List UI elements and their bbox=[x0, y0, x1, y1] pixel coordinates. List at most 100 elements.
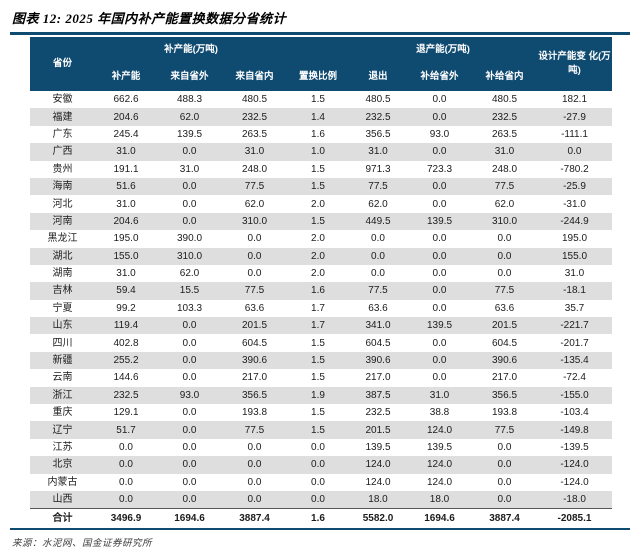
value-cell: 31.0 bbox=[116, 146, 136, 158]
value-cell: 0.0 bbox=[371, 268, 385, 280]
value-cell: 0.0 bbox=[371, 233, 385, 245]
value-cell: 0.0 bbox=[182, 198, 197, 210]
value-cell: 0.0 bbox=[432, 94, 447, 106]
value-cell: 62.0 bbox=[494, 198, 515, 210]
value-cell: 0.0 bbox=[182, 355, 197, 367]
value-cell: 0.0 bbox=[247, 250, 262, 262]
value-cell: -111.1 bbox=[561, 128, 588, 140]
value-cell: 1.9 bbox=[311, 389, 325, 401]
table-row: 广东 245.4 139.5 263.5 1.6 356.5 93.0 263.5 -111.1 bbox=[30, 126, 612, 143]
value-cell: 0.0 bbox=[119, 476, 133, 488]
value-cell: 0.0 bbox=[182, 442, 197, 453]
value-cell: 390.6 bbox=[241, 355, 268, 367]
value-cell: 0.0 bbox=[182, 215, 197, 227]
value-cell: 93.0 bbox=[179, 389, 200, 401]
source-note: 来源：水泥网、国金证券研究所 bbox=[12, 539, 153, 550]
value-cell: -72.4 bbox=[563, 372, 586, 384]
province-cell: 山西 bbox=[52, 494, 73, 506]
value-cell: 5582.0 bbox=[349, 508, 407, 529]
value-cell: 217.0 bbox=[491, 372, 518, 384]
value-cell: 604.5 bbox=[365, 337, 391, 349]
value-cell: 0.0 bbox=[247, 494, 262, 506]
value-cell: -124.0 bbox=[560, 476, 589, 488]
value-cell: 155.0 bbox=[561, 250, 588, 262]
value-cell: 1.0 bbox=[311, 146, 325, 158]
table-row: 山东 119.4 0.0 201.5 1.7 341.0 139.5 201.5 -221.7 bbox=[30, 317, 612, 335]
table-row: 河北 31.0 0.0 62.0 2.0 62.0 0.0 62.0 -31.0 bbox=[30, 195, 612, 212]
province-cell: 北京 bbox=[52, 459, 73, 471]
table-row: 湖南 31.0 62.0 0.0 2.0 0.0 0.0 0.0 31.0 bbox=[30, 265, 612, 282]
value-cell: -25.9 bbox=[563, 181, 586, 193]
value-cell: 488.3 bbox=[176, 94, 203, 106]
value-cell: 0.0 bbox=[247, 459, 262, 471]
value-cell: 0.0 bbox=[497, 250, 512, 262]
value-cell: 0.0 bbox=[432, 146, 447, 158]
capacity-replacement-table: 省份 补产能(万吨) 退产能(万吨) 设计产能变 化(万吨) 补产能 来自省外 … bbox=[30, 37, 612, 529]
value-cell: 51.7 bbox=[116, 424, 136, 436]
value-cell: 217.0 bbox=[365, 372, 391, 384]
value-cell: 31.0 bbox=[429, 389, 450, 401]
value-cell: 1.5 bbox=[311, 163, 325, 175]
value-cell: 0.0 bbox=[567, 146, 582, 158]
value-cell: 124.0 bbox=[365, 459, 391, 471]
value-cell: 103.3 bbox=[176, 302, 203, 314]
value-cell: 63.6 bbox=[494, 302, 515, 314]
value-cell: 723.3 bbox=[426, 163, 453, 175]
value-cell: 62.0 bbox=[244, 198, 265, 210]
value-cell: 144.6 bbox=[113, 372, 139, 384]
value-cell: 0.0 bbox=[182, 459, 197, 471]
value-cell: 204.6 bbox=[113, 111, 139, 123]
value-cell: 245.4 bbox=[113, 128, 139, 140]
value-cell: 232.5 bbox=[113, 389, 139, 401]
value-cell: 263.5 bbox=[491, 128, 518, 140]
col-header-ratio-spacer bbox=[287, 37, 349, 63]
value-cell: 1694.6 bbox=[407, 508, 472, 529]
value-cell: 480.5 bbox=[365, 94, 391, 106]
value-cell: 0.0 bbox=[432, 268, 447, 280]
province-cell: 辽宁 bbox=[52, 424, 73, 436]
value-cell: 971.3 bbox=[365, 163, 391, 175]
province-cell: 湖南 bbox=[52, 268, 73, 280]
value-cell: 124.0 bbox=[365, 476, 391, 488]
table-header: 省份 补产能(万吨) 退产能(万吨) 设计产能变 化(万吨) 补产能 来自省外 … bbox=[30, 37, 612, 91]
value-cell: 0.0 bbox=[182, 320, 197, 332]
col-header-province: 省份 bbox=[30, 37, 95, 91]
value-cell: 0.0 bbox=[432, 181, 447, 193]
value-cell: 0.0 bbox=[182, 181, 197, 193]
value-cell: 310.0 bbox=[241, 215, 268, 227]
col-group-add-capacity: 补产能(万吨) bbox=[95, 37, 287, 63]
value-cell: 604.5 bbox=[241, 337, 268, 349]
value-cell: 1.5 bbox=[311, 372, 325, 384]
value-cell: 0.0 bbox=[182, 494, 197, 506]
value-cell: 232.5 bbox=[365, 111, 391, 123]
value-cell: 232.5 bbox=[241, 111, 268, 123]
value-cell: 31.0 bbox=[368, 146, 388, 158]
value-cell: 77.5 bbox=[368, 285, 388, 297]
value-cell: 31.0 bbox=[116, 268, 136, 280]
value-cell: -103.4 bbox=[560, 407, 589, 419]
value-cell: 2.0 bbox=[311, 233, 325, 245]
table-row: 宁夏 99.2 103.3 63.6 1.7 63.6 0.0 63.6 35.7 bbox=[30, 300, 612, 317]
value-cell: 59.4 bbox=[116, 285, 136, 297]
value-cell: 77.5 bbox=[494, 285, 515, 297]
value-cell: -31.0 bbox=[563, 198, 586, 210]
value-cell: 129.1 bbox=[113, 407, 139, 419]
table-row: 山西 0.0 0.0 0.0 0.0 18.0 18.0 0.0 -18.0 bbox=[30, 490, 612, 509]
value-cell: 77.5 bbox=[494, 424, 515, 436]
value-cell: 0.0 bbox=[119, 442, 133, 453]
figure-title: 图表 12: 2025 年国内补产能置换数据分省统计 bbox=[12, 11, 287, 26]
value-cell: 1.5 bbox=[311, 424, 325, 436]
value-cell: 139.5 bbox=[426, 215, 453, 227]
value-cell: 0.0 bbox=[182, 407, 197, 419]
value-cell: 0.0 bbox=[247, 233, 262, 245]
value-cell: 0.0 bbox=[432, 111, 447, 123]
value-cell: 124.0 bbox=[426, 424, 453, 436]
value-cell: 0.0 bbox=[247, 442, 262, 453]
value-cell: 356.5 bbox=[365, 128, 391, 140]
value-cell: 63.6 bbox=[368, 302, 388, 314]
value-cell: 390.6 bbox=[365, 355, 391, 367]
table-row: 四川 402.8 0.0 604.5 1.5 604.5 0.0 604.5 -201.7 bbox=[30, 334, 612, 351]
value-cell: 217.0 bbox=[241, 372, 268, 384]
value-cell: 139.5 bbox=[426, 320, 453, 332]
